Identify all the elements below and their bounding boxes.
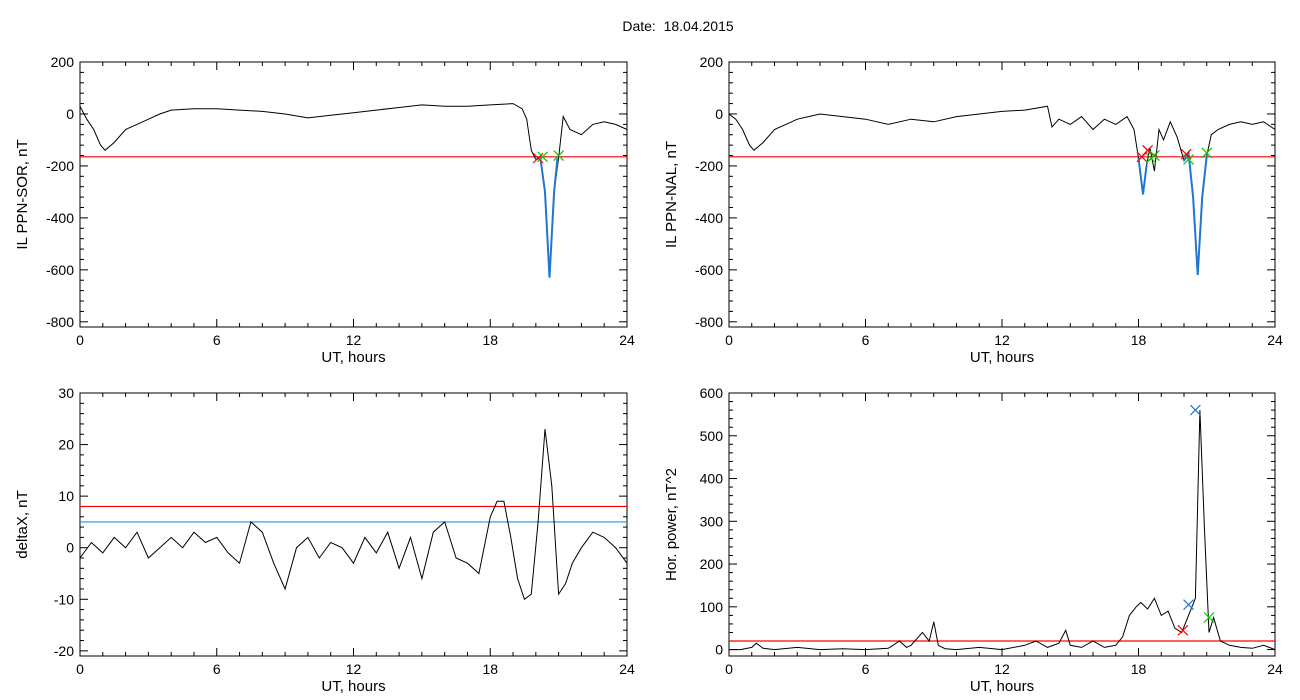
event-marker-stroke — [537, 151, 549, 163]
y-axis-label: deltaX, nT — [14, 490, 31, 558]
event-marker-stroke — [1177, 624, 1189, 636]
event-marker — [1149, 150, 1160, 161]
event-marker-stroke — [1201, 147, 1213, 159]
x-tick-label: 6 — [213, 332, 221, 348]
x-tick-label: 24 — [1267, 332, 1283, 348]
chart-panel-bottom-left: 0 6 12 18 24 30 20 10 0 -10 -20 UT, hours deltaX, nT — [14, 385, 635, 695]
y-tick-label: 20 — [58, 437, 74, 453]
x-tick-label: 18 — [482, 661, 498, 677]
x-tick-label: 12 — [994, 332, 1010, 348]
y-tick-label: 0 — [66, 540, 74, 556]
y-tick-label: 300 — [700, 513, 724, 529]
x-tick-label: 0 — [76, 332, 84, 348]
series-line — [729, 410, 1276, 651]
y-tick-label: -400 — [46, 210, 74, 226]
y-tick-label: -10 — [54, 591, 74, 607]
series-line — [79, 103, 628, 278]
y-tick-label: 10 — [58, 488, 74, 504]
plot-frame — [728, 392, 1276, 657]
chart-panel-top-left: 0 6 12 18 24 200 0 -200 -400 -600 -800 UT, hours IL … — [14, 54, 635, 366]
event-marker-stroke — [1183, 154, 1194, 165]
x-tick-label: 18 — [1131, 661, 1147, 677]
y-axis-label: Hor. power, nT^2 — [663, 468, 680, 581]
y-tick-label: 200 — [700, 54, 724, 70]
y-tick-label: -800 — [695, 314, 723, 330]
y-tick-label: 30 — [58, 385, 74, 401]
event-marker — [1177, 624, 1189, 636]
series-line — [1183, 149, 1208, 276]
x-tick-label: 6 — [862, 332, 870, 348]
event-marker-stroke — [553, 150, 565, 161]
y-tick-label: -200 — [46, 158, 74, 174]
x-tick-label: 24 — [619, 661, 635, 677]
x-tick-label: 0 — [725, 332, 733, 348]
page-title: Date: 18.04.2015 — [622, 18, 734, 34]
y-axis-label: IL PPN-NAL, nT — [663, 141, 680, 248]
y-axis-label: IL PPN-SOR, nT — [14, 139, 31, 249]
event-marker-stroke — [1189, 404, 1201, 416]
y-tick-label: 100 — [700, 599, 724, 615]
event-marker — [1183, 599, 1194, 611]
event-marker — [1201, 147, 1213, 159]
chart-panel-bottom-right: 0 6 12 18 24 600 500 400 300 200 100 0 UT, hours Hor.… — [663, 385, 1283, 695]
y-tick-label: -800 — [46, 314, 74, 330]
x-tick-label: 6 — [213, 661, 221, 677]
y-tick-label: 600 — [700, 385, 724, 401]
event-marker-stroke — [1183, 599, 1194, 611]
y-tick-label: 0 — [715, 642, 723, 658]
x-tick-label: 0 — [76, 661, 84, 677]
event-marker — [553, 150, 565, 161]
x-axis-label: UT, hours — [321, 349, 385, 366]
y-tick-label: 500 — [700, 428, 724, 444]
y-tick-label: 0 — [66, 106, 74, 122]
event-marker — [1189, 404, 1201, 416]
y-tick-label: -200 — [695, 158, 723, 174]
event-marker — [1203, 612, 1215, 623]
x-tick-label: 12 — [346, 332, 362, 348]
event-marker — [1142, 144, 1154, 156]
series-line — [79, 429, 628, 601]
event-marker-stroke — [1149, 150, 1160, 161]
x-tick-label: 12 — [994, 661, 1010, 677]
event-marker — [537, 151, 549, 163]
event-marker-stroke — [1180, 148, 1192, 160]
chart-panel-top-right: 0 6 12 18 24 200 0 -200 -400 -600 -800 UT, hours IL … — [663, 54, 1283, 366]
x-tick-label: 24 — [619, 332, 635, 348]
y-tick-label: 200 — [700, 556, 724, 572]
x-tick-label: 18 — [482, 332, 498, 348]
y-tick-label: -600 — [46, 262, 74, 278]
x-axis-label: UT, hours — [321, 678, 385, 695]
y-tick-label: -400 — [695, 210, 723, 226]
x-tick-label: 18 — [1131, 332, 1147, 348]
x-axis-label: UT, hours — [970, 349, 1034, 366]
event-marker — [1183, 154, 1194, 165]
x-tick-label: 6 — [862, 661, 870, 677]
event-marker-stroke — [1203, 612, 1215, 623]
series-line — [535, 156, 559, 278]
x-tick-label: 24 — [1267, 661, 1283, 677]
x-axis-label: UT, hours — [970, 678, 1034, 695]
series-line — [1137, 157, 1148, 195]
x-tick-label: 0 — [725, 661, 733, 677]
y-tick-label: 200 — [51, 54, 75, 70]
y-tick-label: -20 — [54, 643, 74, 659]
y-tick-label: 400 — [700, 471, 724, 487]
x-tick-label: 12 — [346, 661, 362, 677]
y-tick-label: 0 — [715, 106, 723, 122]
y-tick-label: -600 — [695, 262, 723, 278]
event-marker-stroke — [1142, 144, 1154, 156]
